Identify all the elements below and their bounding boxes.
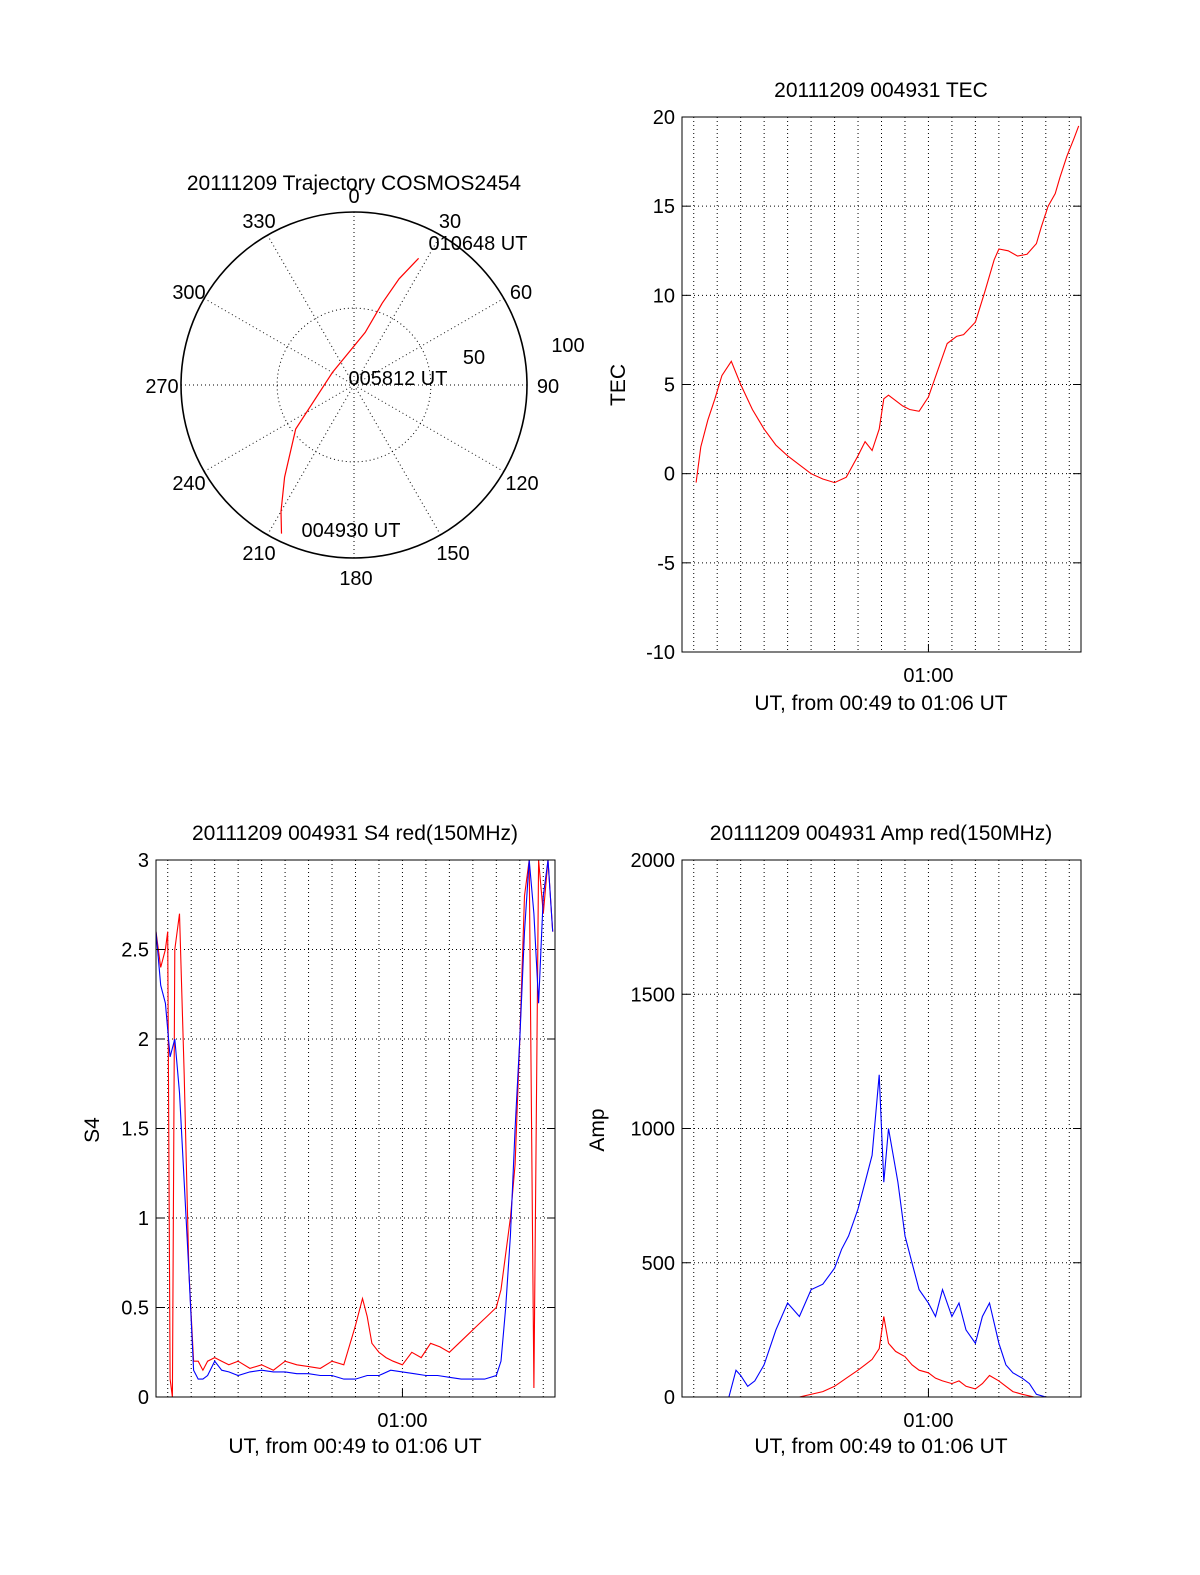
polar-angle-label: 330 (242, 211, 275, 233)
tec-x-axis-label: UT, from 00:49 to 01:06 UT (754, 692, 1007, 715)
s4-y-tick-label: 3 (138, 850, 149, 872)
amp-y-tick-label: 1500 (631, 984, 676, 1006)
tec-panel: 20111209 004931 TEC UT, from 00:49 to 01… (607, 79, 1082, 715)
s4-y-tick-label: 1 (138, 1208, 149, 1230)
tec-x-tick-label: 01:00 (903, 665, 953, 687)
polar-radial-label: 100 (551, 335, 584, 357)
s4-y-tick-label: 0 (138, 1387, 149, 1409)
tec-y-tick-label: 10 (653, 285, 675, 307)
s4-y-axis-label: S4 (81, 1117, 104, 1143)
tec-y-axis-label: TEC (607, 364, 630, 406)
s4-y-tick-label: 0.5 (121, 1298, 149, 1320)
trajectory-mid-time-label: 005812 UT (349, 368, 448, 390)
tec-y-tick-label: -5 (657, 553, 675, 575)
polar-radial-label: 50 (463, 347, 485, 369)
polar-angle-label: 120 (505, 473, 538, 495)
polar-angle-label: 240 (172, 473, 205, 495)
polar-angle-label: 300 (172, 282, 205, 304)
polar-grid-spoke (267, 234, 355, 386)
amp-series-line-1 (682, 1316, 1081, 1397)
polar-grid-spoke (353, 384, 505, 472)
amp-y-tick-label: 500 (642, 1253, 675, 1275)
amp-y-axis-label: Amp (586, 1108, 609, 1151)
amp-panel: 20111209 004931 Amp red(150MHz) UT, from… (586, 822, 1082, 1458)
trajectory-polar-panel: 20111209 Trajectory COSMOS2454 0 30 60 90 12… (145, 172, 584, 590)
tec-y-tick-label: -10 (646, 642, 675, 664)
tec-series-group (695, 125, 1080, 484)
polar-angle-label: 30 (439, 211, 461, 233)
tec-y-tick-label: 0 (664, 464, 675, 486)
polar-angle-label: 60 (510, 282, 532, 304)
amp-title: 20111209 004931 Amp red(150MHz) (710, 822, 1052, 845)
amp-x-tick-label: 01:00 (903, 1410, 953, 1432)
amp-y-tick-label: 0 (664, 1387, 675, 1409)
amp-series-line-0 (682, 1074, 1081, 1397)
polar-angle-label: 0 (348, 186, 359, 208)
polar-grid-spoke (353, 234, 441, 386)
polar-grid-spoke (353, 384, 441, 536)
polar-angle-label: 150 (436, 543, 469, 565)
polar-grid-spoke (203, 298, 355, 386)
s4-x-axis-label: UT, from 00:49 to 01:06 UT (228, 1435, 481, 1458)
s4-x-tick-label: 01:00 (377, 1410, 427, 1432)
trajectory-end-time-label: 010648 UT (429, 233, 528, 255)
polar-grid-spoke (353, 298, 505, 386)
s4-y-tick-label: 2 (138, 1029, 149, 1051)
s4-series-line-1 (156, 860, 554, 1380)
s4-title: 20111209 004931 S4 red(150MHz) (192, 822, 518, 845)
polar-angle-label: 90 (537, 376, 559, 398)
s4-panel: 20111209 004931 S4 red(150MHz) UT, from … (81, 822, 556, 1458)
amp-y-tick-label: 1000 (631, 1119, 676, 1141)
tec-y-tick-label: 5 (664, 375, 675, 397)
polar-grid-spoke (267, 384, 355, 536)
polar-title: 20111209 Trajectory COSMOS2454 (187, 172, 522, 195)
s4-y-tick-label: 2.5 (121, 940, 149, 962)
polar-angle-label: 270 (145, 376, 178, 398)
polar-angle-label: 180 (339, 568, 372, 590)
polar-angle-label: 210 (242, 543, 275, 565)
tec-series-line-0 (695, 125, 1080, 484)
s4-series-group (156, 860, 554, 1397)
tec-y-tick-label: 20 (653, 107, 675, 129)
trajectory-start-time-label: 004930 UT (302, 520, 401, 542)
s4-y-tick-label: 1.5 (121, 1119, 149, 1141)
amp-series-group (682, 1074, 1081, 1397)
amp-y-tick-label: 2000 (631, 850, 676, 872)
trajectory-line (280, 257, 420, 534)
amp-x-axis-label: UT, from 00:49 to 01:06 UT (754, 1435, 1007, 1458)
tec-title: 20111209 004931 TEC (774, 79, 988, 102)
tec-y-tick-label: 15 (653, 196, 675, 218)
polar-grid-spoke (203, 384, 355, 472)
